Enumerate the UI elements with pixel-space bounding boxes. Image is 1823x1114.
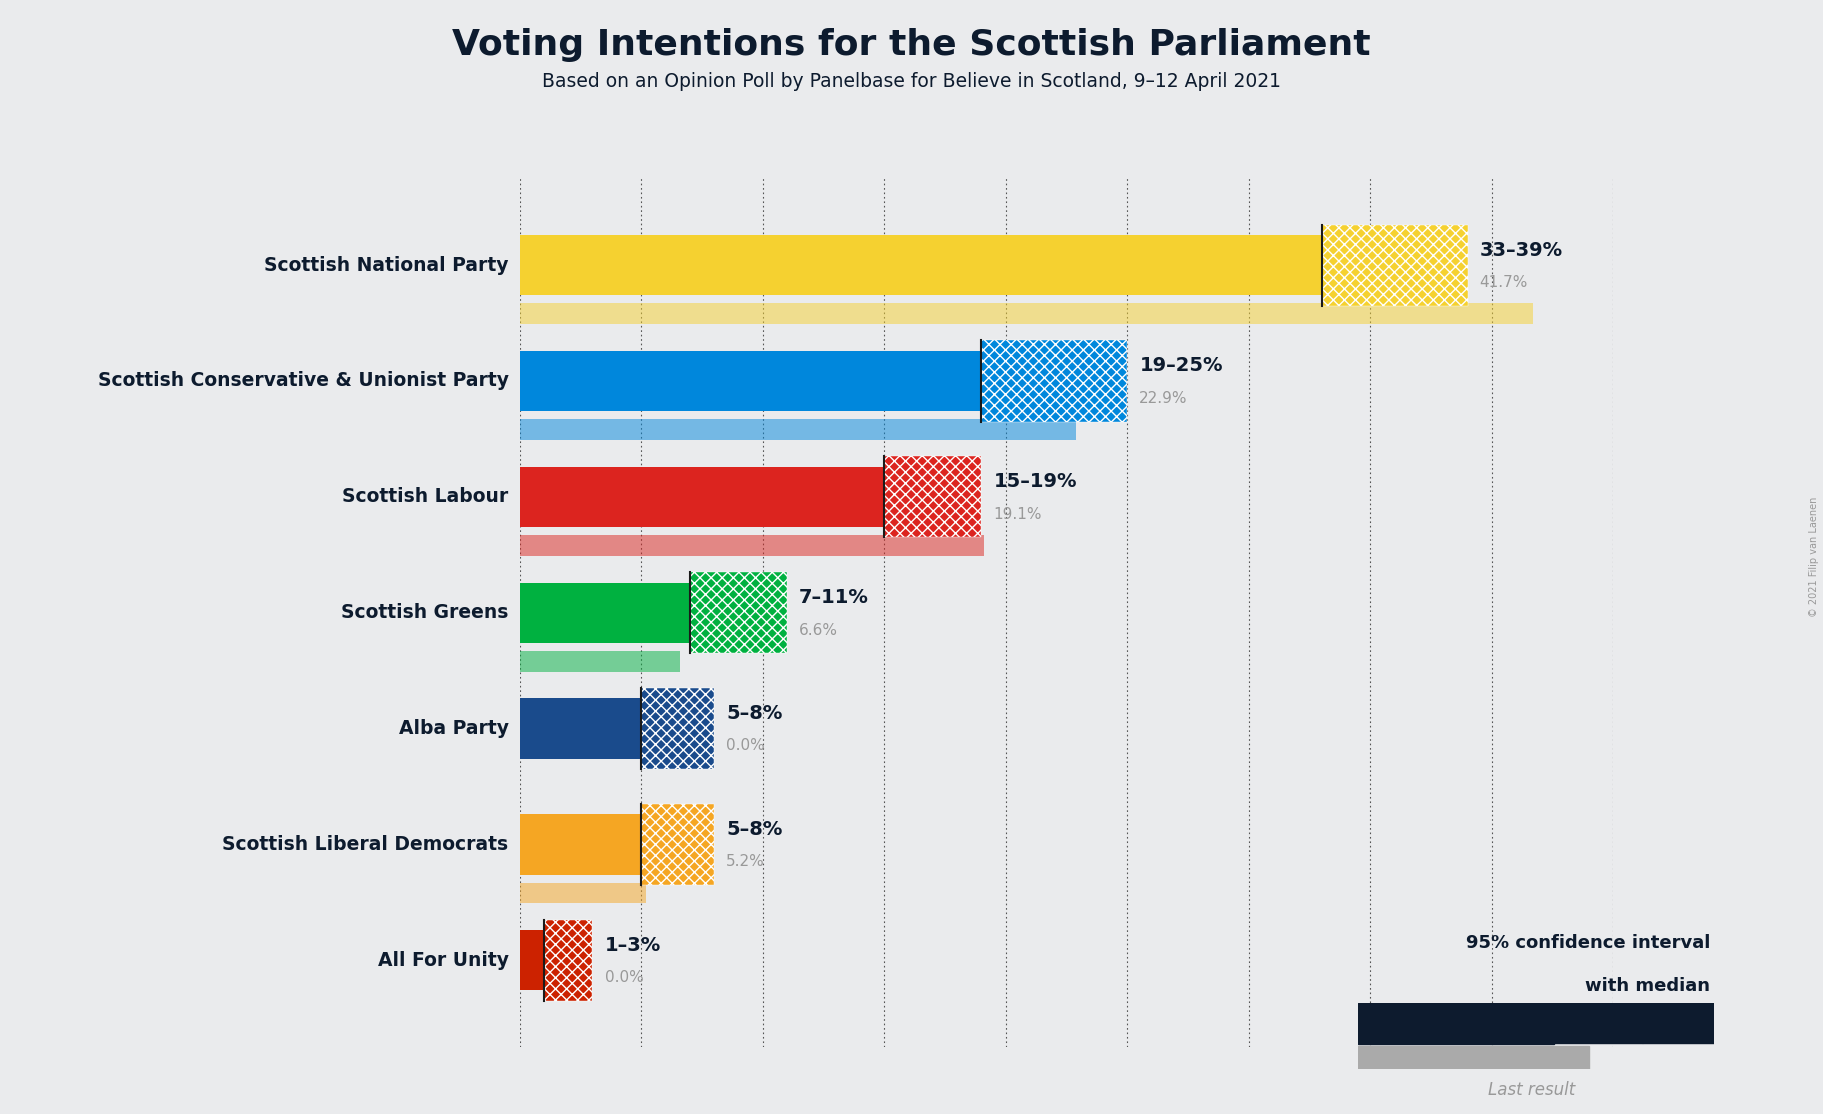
Bar bbox=[520, 351, 981, 411]
Text: 15–19%: 15–19% bbox=[994, 472, 1077, 491]
Bar bbox=[642, 804, 715, 885]
Text: Scottish Liberal Democrats: Scottish Liberal Democrats bbox=[222, 834, 509, 854]
Bar bbox=[1358, 1046, 1590, 1069]
Text: with median: with median bbox=[1584, 977, 1710, 995]
Text: 22.9%: 22.9% bbox=[1139, 391, 1189, 405]
Bar bbox=[520, 651, 680, 672]
Text: 0.0%: 0.0% bbox=[605, 970, 644, 985]
Bar bbox=[642, 688, 715, 769]
Text: 33–39%: 33–39% bbox=[1480, 241, 1562, 260]
Bar bbox=[520, 698, 642, 759]
Text: 5.2%: 5.2% bbox=[726, 854, 766, 869]
Bar bbox=[884, 457, 981, 537]
Bar bbox=[520, 814, 642, 874]
Bar bbox=[543, 920, 592, 1000]
Text: Last result: Last result bbox=[1488, 1081, 1575, 1098]
Bar bbox=[1553, 1003, 1643, 1044]
Bar bbox=[520, 930, 543, 990]
Bar bbox=[1358, 1003, 1553, 1044]
Text: Based on an Opinion Poll by Panelbase for Believe in Scotland, 9–12 April 2021: Based on an Opinion Poll by Panelbase fo… bbox=[541, 72, 1282, 91]
Text: Scottish Labour: Scottish Labour bbox=[343, 487, 509, 507]
Bar bbox=[520, 467, 884, 527]
Text: 19–25%: 19–25% bbox=[1139, 356, 1223, 375]
Text: 0.0%: 0.0% bbox=[726, 739, 766, 753]
Bar bbox=[520, 303, 1533, 324]
Text: 5–8%: 5–8% bbox=[726, 704, 782, 723]
Text: 1–3%: 1–3% bbox=[605, 936, 662, 955]
Text: Alba Party: Alba Party bbox=[399, 719, 509, 739]
Text: Voting Intentions for the Scottish Parliament: Voting Intentions for the Scottish Parli… bbox=[452, 28, 1371, 62]
Bar bbox=[520, 535, 984, 556]
Text: All For Unity: All For Unity bbox=[377, 950, 509, 970]
Text: Scottish National Party: Scottish National Party bbox=[264, 255, 509, 275]
Bar bbox=[520, 583, 689, 643]
Bar bbox=[689, 573, 788, 653]
Bar bbox=[981, 341, 1127, 421]
Text: 95% confidence interval: 95% confidence interval bbox=[1466, 935, 1710, 952]
Text: 7–11%: 7–11% bbox=[798, 588, 870, 607]
Text: 5–8%: 5–8% bbox=[726, 820, 782, 839]
Text: Scottish Greens: Scottish Greens bbox=[341, 603, 509, 623]
Bar bbox=[520, 882, 645, 903]
Bar bbox=[1643, 1003, 1714, 1044]
Text: 19.1%: 19.1% bbox=[994, 507, 1043, 521]
Bar bbox=[520, 235, 1322, 295]
Text: Scottish Conservative & Unionist Party: Scottish Conservative & Unionist Party bbox=[98, 371, 509, 391]
Text: © 2021 Filip van Laenen: © 2021 Filip van Laenen bbox=[1810, 497, 1819, 617]
Text: 41.7%: 41.7% bbox=[1480, 275, 1528, 290]
Text: 6.6%: 6.6% bbox=[798, 623, 839, 637]
Bar bbox=[1322, 225, 1468, 305]
Bar bbox=[520, 419, 1076, 440]
